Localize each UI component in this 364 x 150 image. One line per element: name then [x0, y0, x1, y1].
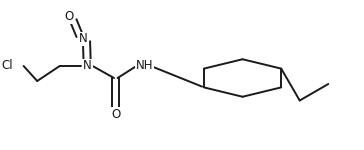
- Text: N: N: [79, 33, 87, 45]
- Text: N: N: [83, 60, 92, 72]
- Text: Cl: Cl: [1, 60, 13, 72]
- Text: O: O: [111, 108, 120, 120]
- Text: NH: NH: [136, 60, 153, 72]
- Text: O: O: [65, 10, 74, 23]
